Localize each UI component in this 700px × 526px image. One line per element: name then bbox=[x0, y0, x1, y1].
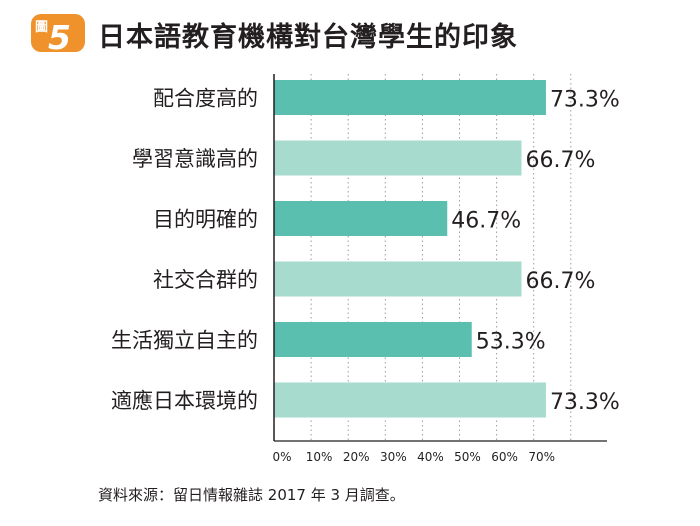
bar-layer bbox=[274, 80, 546, 418]
x-tick-label: 0% bbox=[272, 450, 291, 464]
bar bbox=[274, 382, 546, 418]
badge-background bbox=[31, 14, 85, 52]
x-tick-label: 10% bbox=[306, 450, 333, 464]
badge-number: 5 bbox=[48, 18, 71, 52]
x-tick-label: 20% bbox=[343, 450, 370, 464]
tick-layer: 0% 10% 20% 30% 40% 50% 60% 70% bbox=[272, 450, 555, 464]
x-tick-label: 50% bbox=[454, 450, 481, 464]
category-label: 學習意識高的 bbox=[132, 147, 258, 171]
category-label: 目的明確的 bbox=[153, 208, 258, 232]
bar bbox=[274, 140, 522, 176]
bar bbox=[274, 80, 546, 115]
label-layer: 配合度高的 73.3% 學習意識高的 66.7% 目的明確的 46.7% 社交合群的 66.7… bbox=[111, 87, 620, 416]
value-label: 53.3% bbox=[476, 330, 546, 355]
value-label: 73.3% bbox=[550, 390, 620, 415]
value-label: 46.7% bbox=[451, 209, 521, 234]
value-label: 66.7% bbox=[525, 269, 595, 294]
bar bbox=[274, 201, 448, 236]
x-tick-label: 30% bbox=[380, 450, 407, 464]
value-label: 73.3% bbox=[550, 88, 620, 113]
bar-chart: 配合度高的 73.3% 學習意識高的 66.7% 目的明確的 46.7% 社交合群的 66.7… bbox=[111, 74, 620, 464]
figure-badge: 圖 5 bbox=[31, 14, 85, 52]
x-tick-label: 40% bbox=[417, 450, 444, 464]
bar bbox=[274, 261, 522, 297]
badge-char: 圖 bbox=[35, 19, 48, 35]
bar bbox=[274, 322, 472, 357]
x-tick-label: 60% bbox=[491, 450, 518, 464]
category-label: 配合度高的 bbox=[153, 87, 258, 111]
x-tick-label: 70% bbox=[528, 450, 555, 464]
category-label: 適應日本環境的 bbox=[111, 389, 258, 413]
category-label: 生活獨立自主的 bbox=[111, 329, 258, 353]
value-label: 66.7% bbox=[525, 148, 595, 173]
source-note: 資料來源：留日情報雜誌 2017 年 3 月調查。 bbox=[98, 486, 405, 504]
figure-title: 日本語教育機構對台灣學生的印象 bbox=[98, 22, 518, 53]
category-label: 社交合群的 bbox=[153, 268, 258, 292]
